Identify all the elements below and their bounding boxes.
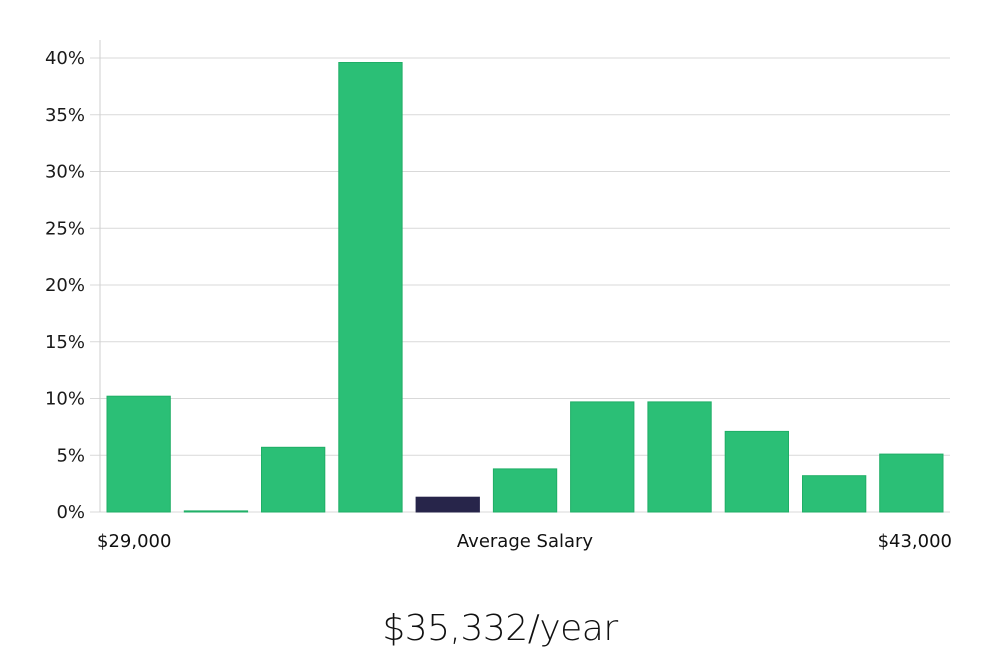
bar [183,510,249,513]
y-tick-label: 5% [56,445,85,466]
bar [261,446,326,513]
bar [492,468,558,513]
bar [724,430,790,513]
y-tick-label: 25% [45,218,85,239]
y-tick-label: 10% [45,389,85,410]
bar-highlighted [415,496,480,513]
y-tick-label: 15% [45,332,85,353]
x-axis-title: Average Salary [457,531,594,552]
salary-histogram: 0% 5% 10% 15% 20% 25% 30% 35% 40% $29,000 Averag… [45,40,952,552]
y-tick-labels: 0% 5% 10% 15% 20% 25% 30% 35% 40% [45,48,85,523]
y-tick-label: 40% [45,48,85,69]
bar [802,475,867,513]
bar [106,395,171,513]
y-tick-label: 35% [45,105,85,126]
y-tick-label: 20% [45,275,85,296]
y-tick-label: 30% [45,162,85,183]
bar [570,401,635,513]
bar [338,62,403,513]
bars [106,62,944,513]
average-salary-value: $35,332/year [382,608,618,649]
grid-lines [90,57,950,513]
bar [879,453,944,513]
x-min-label: $29,000 [97,531,171,552]
x-max-label: $43,000 [878,531,952,552]
y-tick-label: 0% [56,502,85,523]
bar [647,401,712,513]
